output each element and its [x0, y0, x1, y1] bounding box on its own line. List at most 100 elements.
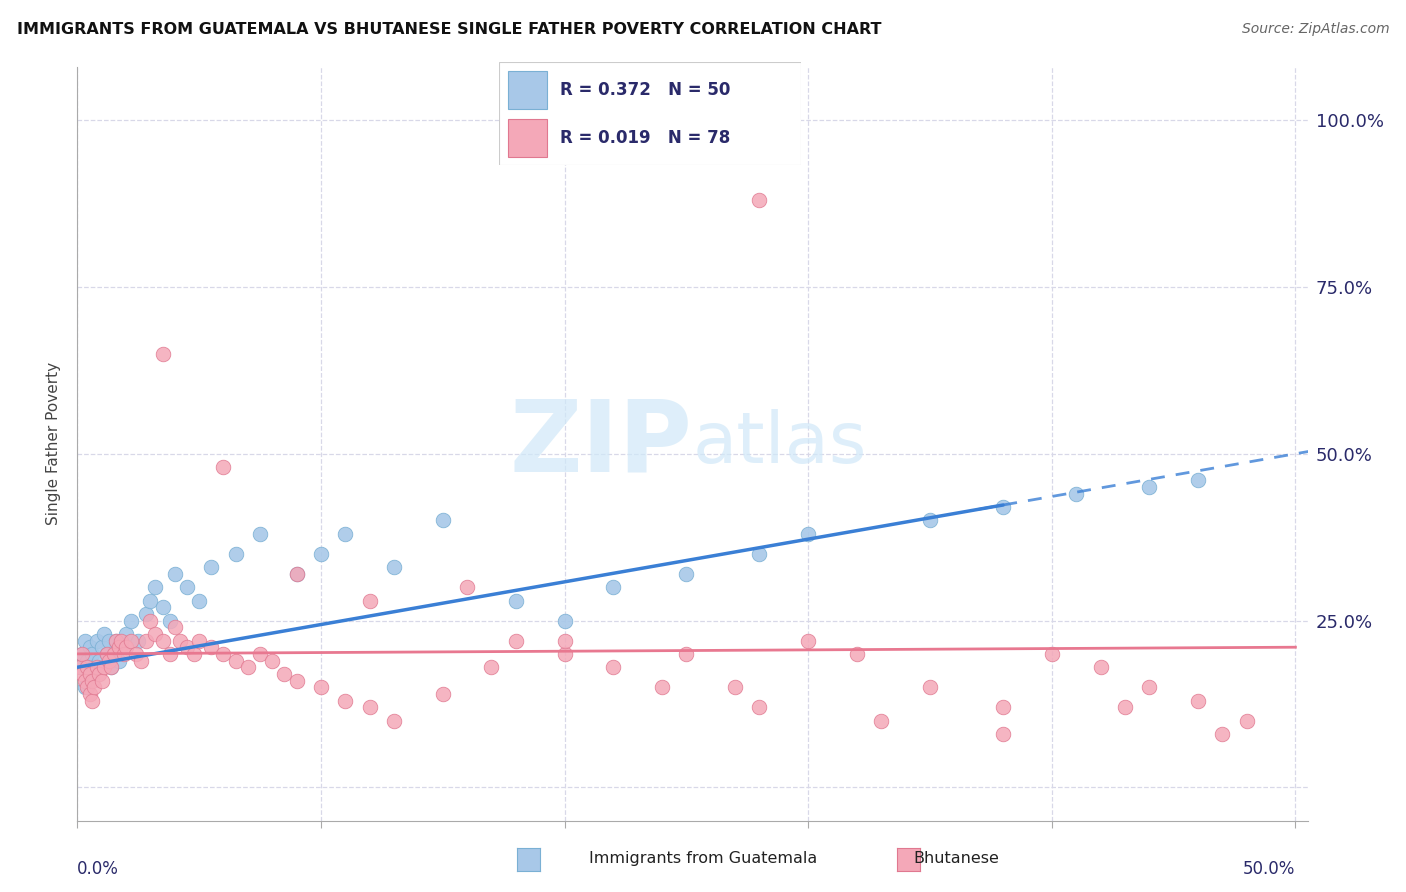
- Point: [602, 580, 624, 594]
- Point: [90, 673, 112, 688]
- Point: [602, 660, 624, 674]
- Point: [188, 593, 211, 607]
- Text: ZIP: ZIP: [509, 395, 693, 492]
- Point: [93, 660, 115, 674]
- Point: [724, 680, 747, 694]
- Point: [1137, 680, 1160, 694]
- Point: [918, 680, 941, 694]
- Point: [382, 560, 405, 574]
- Point: [554, 633, 576, 648]
- Point: [115, 640, 138, 655]
- Text: R = 0.372   N = 50: R = 0.372 N = 50: [560, 80, 730, 99]
- Point: [285, 566, 308, 581]
- Point: [1187, 474, 1209, 488]
- Point: [1137, 480, 1160, 494]
- Point: [152, 347, 174, 361]
- Point: [675, 647, 697, 661]
- Point: [69, 660, 91, 674]
- Point: [183, 647, 205, 661]
- Point: [249, 647, 271, 661]
- Point: [107, 640, 129, 655]
- Point: [89, 666, 111, 681]
- Point: [112, 647, 135, 661]
- Point: [139, 593, 162, 607]
- Point: [135, 607, 157, 621]
- Point: [505, 633, 527, 648]
- Point: [225, 547, 247, 561]
- Point: [870, 714, 893, 728]
- Point: [335, 526, 357, 541]
- Point: [73, 633, 96, 648]
- Point: [163, 620, 186, 634]
- Point: [152, 600, 174, 615]
- Point: [110, 640, 132, 655]
- Point: [80, 647, 103, 661]
- Point: [991, 500, 1014, 515]
- Point: [176, 580, 198, 594]
- Point: [1211, 727, 1233, 741]
- Point: [70, 647, 93, 661]
- Point: [212, 460, 235, 475]
- Point: [127, 633, 149, 648]
- Point: [70, 647, 93, 661]
- Point: [554, 647, 576, 661]
- Text: Source: ZipAtlas.com: Source: ZipAtlas.com: [1241, 22, 1389, 37]
- Point: [96, 647, 118, 661]
- Point: [86, 660, 108, 674]
- Text: 0.0%: 0.0%: [77, 860, 120, 878]
- Point: [86, 633, 108, 648]
- Point: [152, 633, 174, 648]
- Point: [100, 660, 122, 674]
- Point: [105, 633, 128, 648]
- Point: [212, 647, 235, 661]
- Point: [143, 580, 166, 594]
- Point: [651, 680, 673, 694]
- Point: [125, 647, 148, 661]
- Point: [89, 654, 111, 668]
- Bar: [508, 119, 547, 157]
- Point: [236, 660, 259, 674]
- Point: [432, 513, 454, 527]
- Point: [335, 693, 357, 707]
- Point: [748, 700, 770, 714]
- Point: [554, 614, 576, 628]
- Point: [505, 593, 527, 607]
- Point: [273, 666, 295, 681]
- Point: [359, 593, 381, 607]
- Point: [845, 647, 868, 661]
- Point: [225, 654, 247, 668]
- Point: [107, 654, 129, 668]
- Point: [79, 666, 101, 681]
- Point: [79, 687, 101, 701]
- Point: [73, 673, 96, 688]
- Point: [200, 560, 222, 574]
- Point: [98, 633, 121, 648]
- Point: [456, 580, 478, 594]
- Point: [80, 693, 103, 707]
- Point: [76, 680, 98, 694]
- Text: Immigrants from Guatemala: Immigrants from Guatemala: [589, 851, 817, 865]
- Point: [991, 727, 1014, 741]
- Point: [76, 660, 98, 674]
- Point: [115, 627, 138, 641]
- Point: [103, 647, 125, 661]
- Point: [159, 647, 181, 661]
- Point: [143, 627, 166, 641]
- Point: [285, 673, 308, 688]
- Point: [105, 633, 128, 648]
- Point: [139, 614, 162, 628]
- Point: [79, 666, 101, 681]
- Point: [432, 687, 454, 701]
- Point: [797, 526, 820, 541]
- Point: [169, 633, 191, 648]
- Point: [98, 654, 121, 668]
- Y-axis label: Single Father Poverty: Single Father Poverty: [46, 362, 62, 525]
- Point: [93, 627, 115, 641]
- Point: [163, 566, 186, 581]
- Text: IMMIGRANTS FROM GUATEMALA VS BHUTANESE SINGLE FATHER POVERTY CORRELATION CHART: IMMIGRANTS FROM GUATEMALA VS BHUTANESE S…: [17, 22, 882, 37]
- Point: [382, 714, 405, 728]
- Point: [176, 640, 198, 655]
- Point: [481, 660, 503, 674]
- Point: [200, 640, 222, 655]
- Point: [797, 633, 820, 648]
